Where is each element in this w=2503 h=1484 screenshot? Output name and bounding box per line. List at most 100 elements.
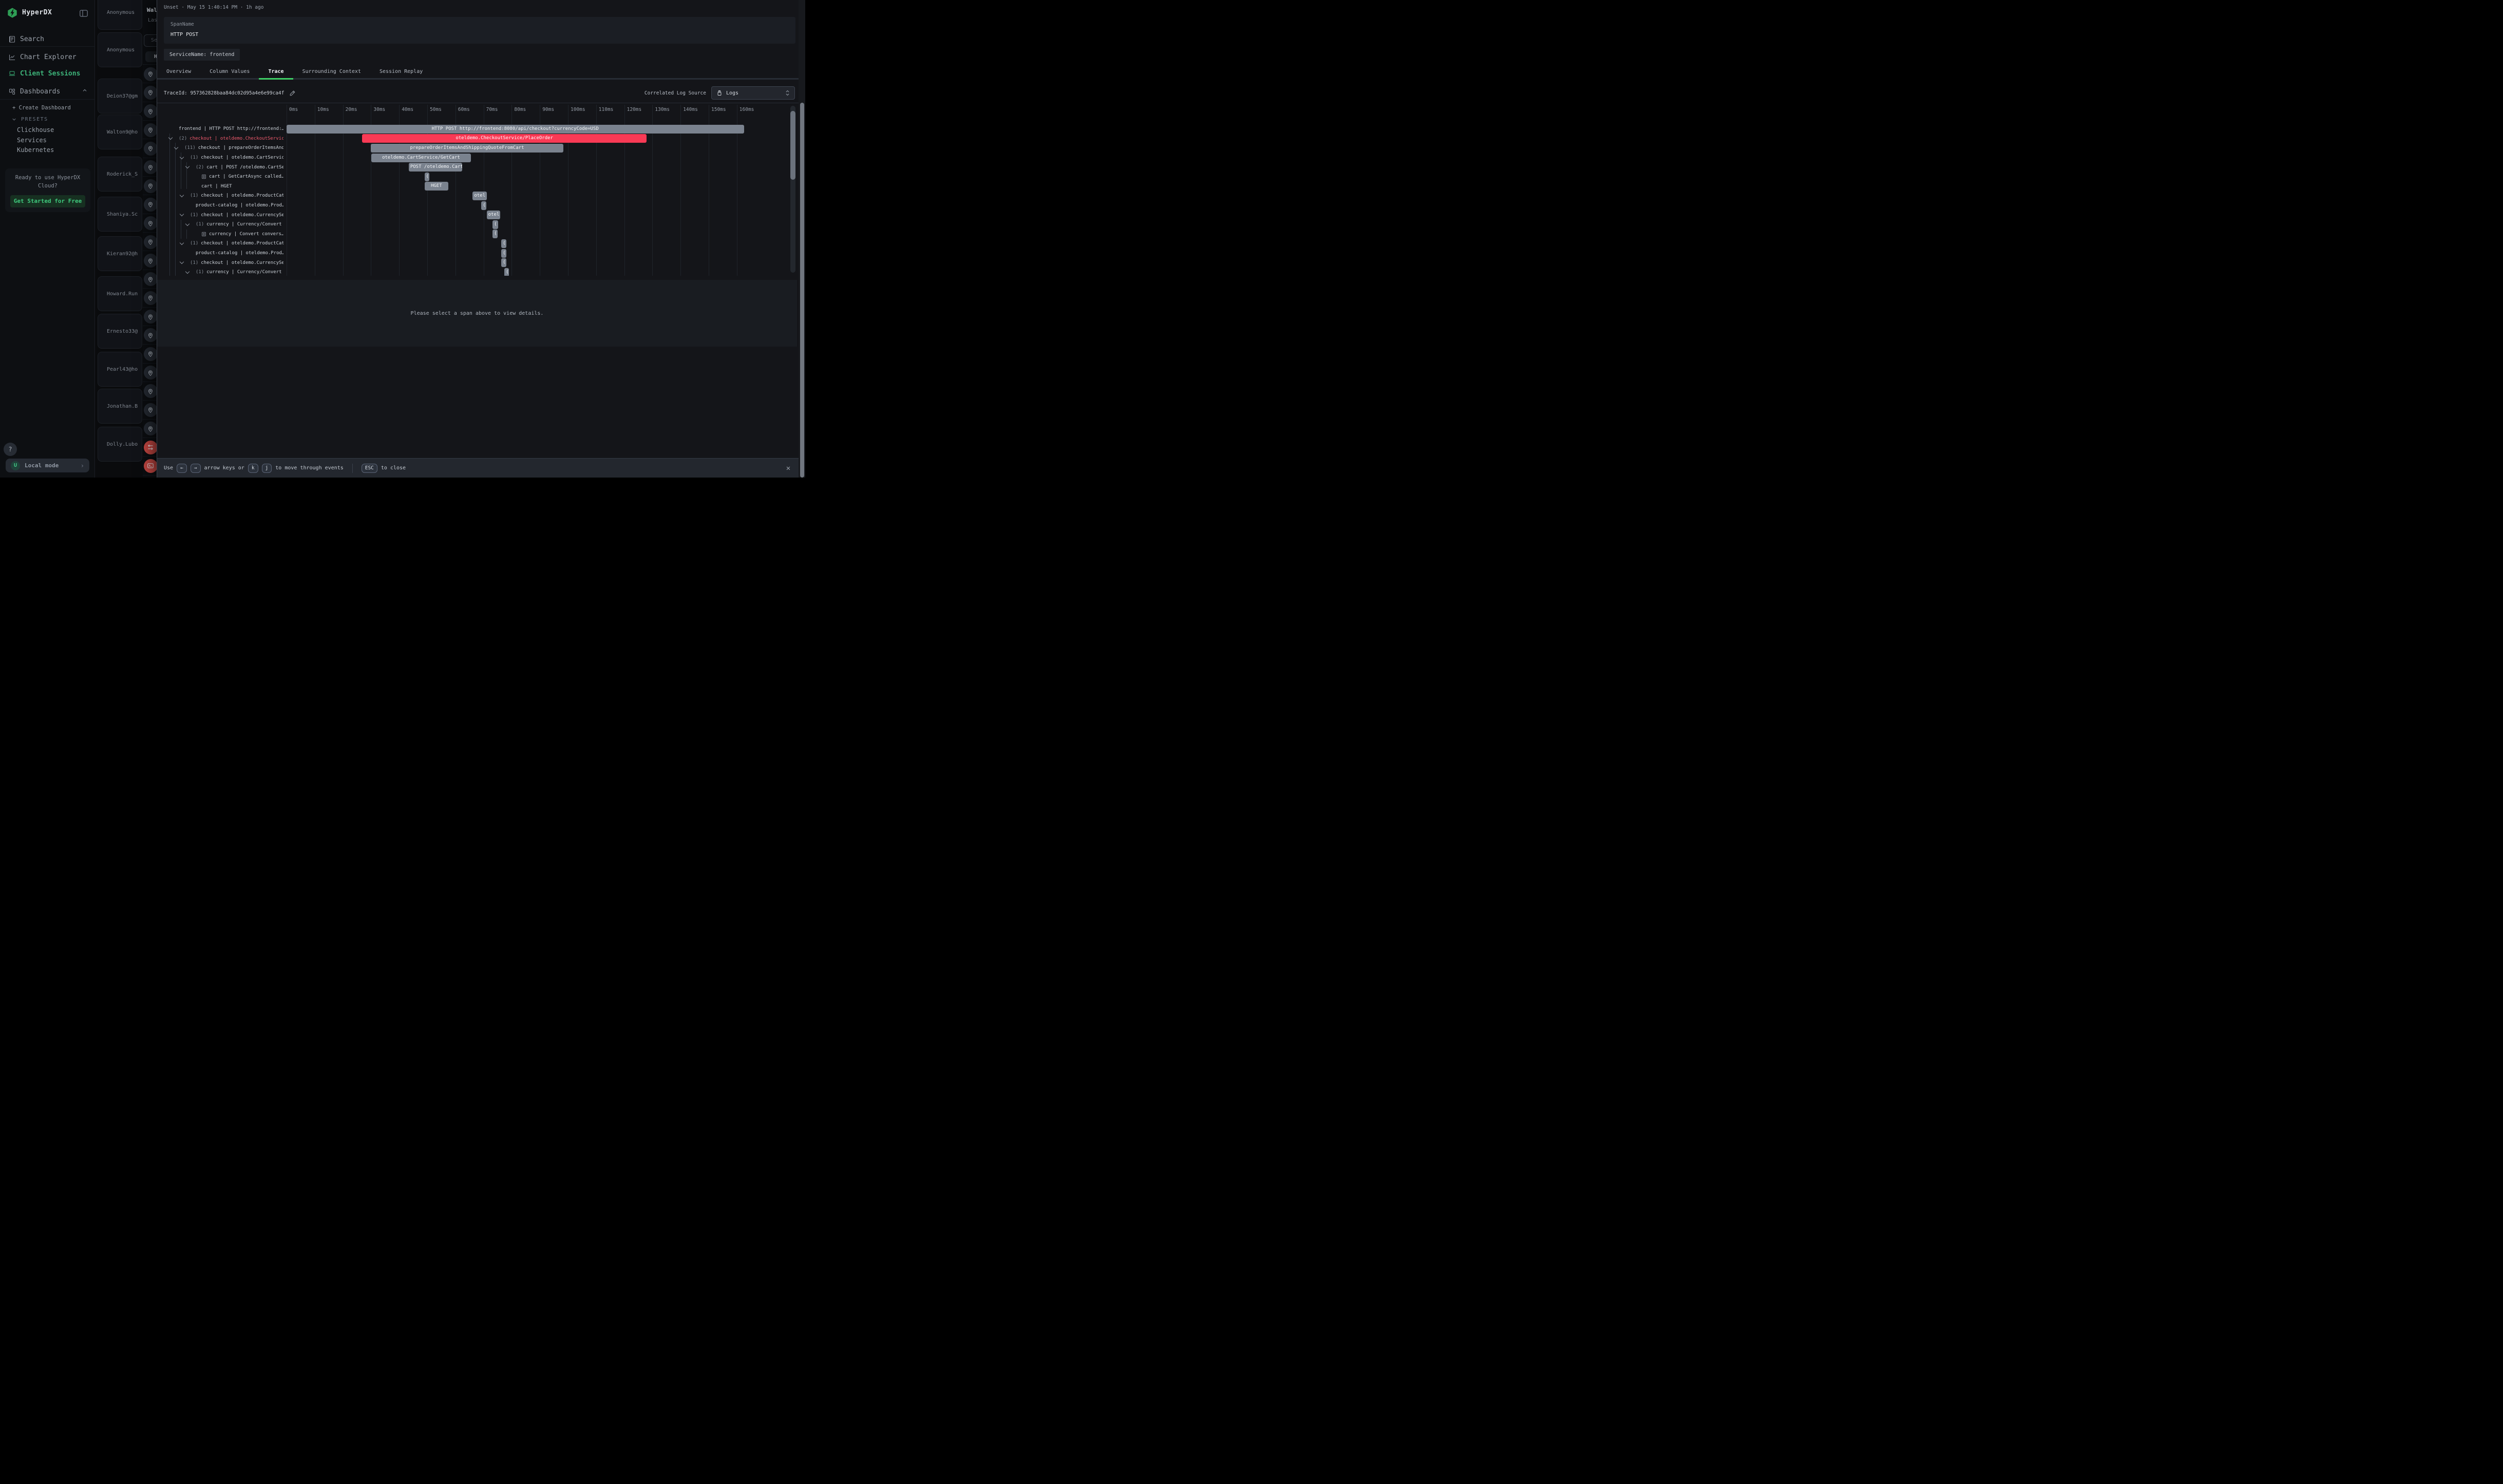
location-pin-icon[interactable] [143,197,158,212]
trace-span-bar[interactable]: ( [492,220,498,229]
sidebar-item-dashboards[interactable]: Dashboards [0,84,95,99]
chevron-down-icon[interactable] [178,193,186,198]
trace-tree-row[interactable]: (1) checkout | oteldemo.CurrencySe… [157,258,283,268]
page-scrollbar-thumb[interactable] [800,103,804,478]
sidebar-item-chart-explorer[interactable]: Chart Explorer [0,50,95,64]
sidebar-preset-clickhouse[interactable]: Clickhouse [17,126,54,134]
sidebar-item-search[interactable]: Search [0,32,95,46]
chevron-down-icon[interactable] [178,212,186,217]
session-list-item[interactable]: Ernesto33@ [98,314,142,349]
session-list-item[interactable]: Anonymous [98,32,142,67]
session-list-item[interactable]: Pearl43@ho [98,352,142,387]
trace-span-bar[interactable]: ( [501,249,506,258]
create-dashboard-button[interactable]: + Create Dashboard [12,105,71,111]
trace-span-bar[interactable]: ( [492,230,498,239]
chevron-down-icon[interactable] [178,155,186,159]
edit-icon[interactable] [289,90,296,97]
location-pin-icon[interactable] [143,104,158,119]
trace-span-bar[interactable]: ( [501,239,506,248]
trace-tree-row[interactable]: (1) checkout | oteldemo.CartServic… [157,153,283,163]
session-list-item[interactable]: Shaniya.Sc [98,197,142,232]
location-pin-icon[interactable] [143,347,158,361]
sidebar-collapse-icon[interactable] [80,9,88,19]
session-list-item[interactable]: Howard.Run [98,276,142,311]
trace-span-bar[interactable]: oteldemo.CartService/GetCart [371,153,471,162]
location-pin-icon[interactable] [143,310,158,324]
location-pin-icon[interactable] [143,141,158,156]
session-list-item[interactable]: Roderick_S [98,157,142,192]
session-list-item[interactable]: Kieran92@h [98,236,142,271]
highlighted-filter-button[interactable]: H [145,51,158,62]
chevron-down-icon[interactable] [178,240,186,245]
trace-tree-row[interactable]: cart | GetCartAsync called… [157,172,283,182]
trace-span-bar[interactable]: HGET [424,182,449,191]
trace-tree-row[interactable]: currency | Convert convers… [157,230,283,239]
sidebar-preset-kubernetes[interactable]: Kubernetes [17,146,54,154]
location-pin-icon[interactable] [143,160,158,175]
trace-tree-row[interactable]: frontend | HTTP POST http://frontend:… [157,124,283,134]
trace-tree-row[interactable]: (1) currency | Currency/Convert [157,268,283,276]
trace-span-bar[interactable]: POST /oteldemo.Cart [408,163,462,172]
trace-span-bar[interactable]: ( [504,268,509,276]
trace-span-bar[interactable]: otel [472,192,487,200]
location-pin-icon[interactable] [143,254,158,268]
location-pin-icon[interactable] [143,366,158,380]
console-error-icon[interactable] [143,459,158,473]
tab-session-replay[interactable]: Session Replay [379,69,423,74]
waterfall-scrollbar-thumb[interactable] [790,111,795,180]
tab-trace[interactable]: Trace [259,66,293,80]
chevron-down-icon[interactable] [183,269,192,274]
trace-tree-row[interactable]: (2) checkout | oteldemo.CheckoutServic… [157,134,283,144]
help-button[interactable]: ? [4,443,17,456]
location-pin-icon[interactable] [143,328,158,343]
session-list-item[interactable]: Walton9@ho [98,115,142,149]
location-pin-icon[interactable] [143,216,158,231]
trace-tree-row[interactable]: (1) checkout | oteldemo.ProductCat… [157,191,283,201]
location-pin-icon[interactable] [143,291,158,305]
get-started-button[interactable]: Get Started for Free [10,195,85,207]
trace-span-bar[interactable]: oteldemo.CheckoutService/PlaceOrder [362,134,647,143]
trace-span-bar[interactable]: HTTP POST http://frontend:8080/api/check… [287,124,744,134]
sidebar-item-client-sessions[interactable]: Client Sessions [0,67,95,81]
presets-header[interactable]: PRESETS [11,117,48,122]
location-pin-icon[interactable] [143,384,158,398]
chevron-down-icon[interactable] [183,164,192,169]
session-list-item[interactable]: Dolly.Lubo [98,427,142,462]
location-pin-icon[interactable] [143,85,158,100]
log-source-select[interactable]: Logs [711,86,795,100]
location-pin-icon[interactable] [143,403,158,417]
location-pin-icon[interactable] [143,235,158,249]
tab-overview[interactable]: Overview [166,69,192,74]
trace-tree-row[interactable]: (2) cart | POST /oteldemo.CartSe… [157,162,283,172]
trace-span-bar[interactable]: ( [424,172,429,181]
location-pin-icon[interactable] [143,67,158,81]
trace-tree-row[interactable]: cart | HGET [157,182,283,192]
trace-tree-row[interactable]: product-catalog | oteldemo.Prod… [157,201,283,211]
network-swap-icon[interactable] [143,440,158,454]
chevron-up-icon[interactable] [82,87,88,96]
local-mode-menu[interactable]: U Local mode › [6,459,89,472]
session-list-item[interactable]: Jonathan.B [98,389,142,424]
trace-span-bar[interactable]: prepareOrderItemsAndShippingQuoteFromCar… [370,144,564,153]
location-pin-icon[interactable] [143,123,158,137]
session-list-item[interactable]: Deion37@gm [98,79,142,113]
search-input[interactable]: Sea [144,34,158,47]
chevron-down-icon[interactable] [183,221,192,226]
trace-tree-row[interactable]: product-catalog | oteldemo.Prod… [157,249,283,258]
location-pin-icon[interactable] [143,272,158,287]
trace-span-bar[interactable]: otel [486,211,501,220]
tab-surrounding-context[interactable]: Surrounding Context [302,69,361,74]
chevron-down-icon[interactable] [172,145,180,150]
close-icon[interactable]: ✕ [786,464,791,472]
trace-span-bar[interactable]: ( [501,258,506,268]
trace-tree-row[interactable]: (11) checkout | prepareOrderItemsAnd… [157,143,283,153]
trace-tree-row[interactable]: (1) currency | Currency/Convert [157,220,283,230]
trace-tree-row[interactable]: (1) checkout | oteldemo.CurrencySe… [157,210,283,220]
tab-column-values[interactable]: Column Values [210,69,250,74]
location-pin-icon[interactable] [143,179,158,193]
chevron-down-icon[interactable] [166,136,175,140]
chevron-down-icon[interactable] [178,259,186,264]
session-list-item[interactable]: Anonymous [98,0,142,30]
trace-tree-row[interactable]: (1) checkout | oteldemo.ProductCat… [157,239,283,249]
location-pin-icon[interactable] [143,422,158,436]
